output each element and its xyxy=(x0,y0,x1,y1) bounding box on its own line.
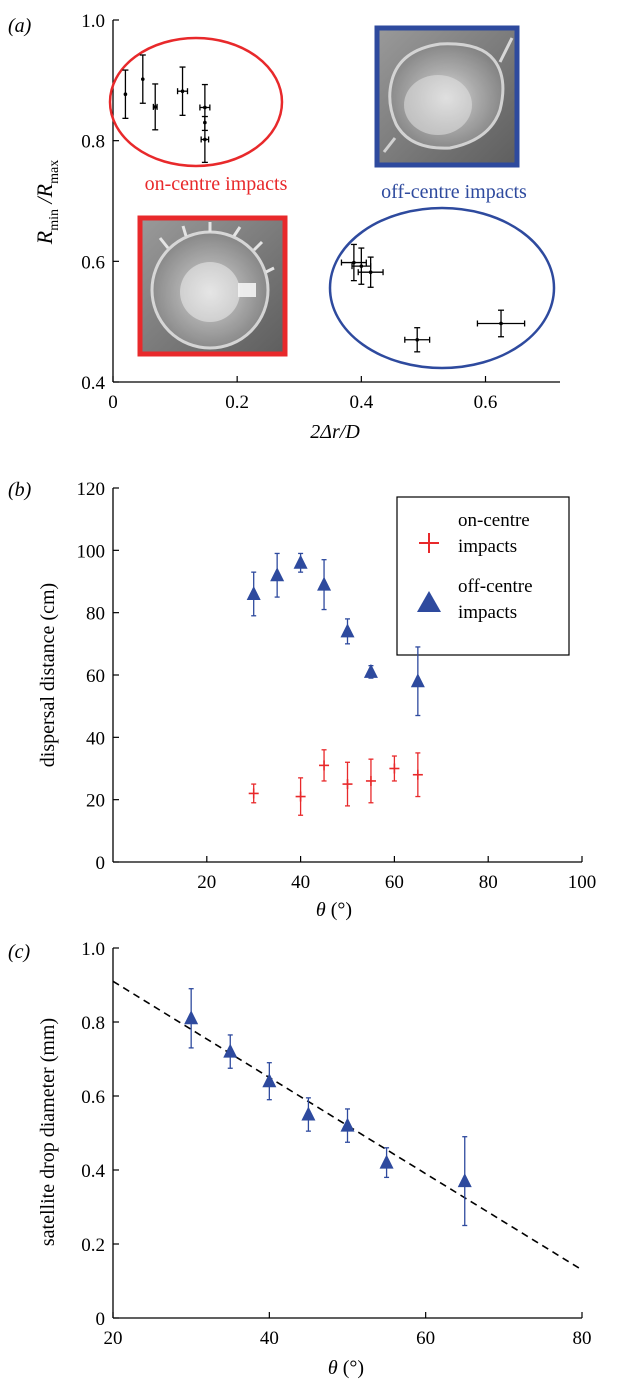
panel-b-ytick-label: 40 xyxy=(86,728,105,749)
panel-a-point xyxy=(141,77,145,81)
panel-c-label: (c) xyxy=(8,941,31,963)
panel-c-ytick-label: 0.2 xyxy=(81,1235,105,1256)
panel-a-point xyxy=(359,264,364,268)
panel-b-ytick-label: 80 xyxy=(86,604,105,625)
panel-b-legend: on-centre impacts off-centre impacts xyxy=(396,496,570,656)
panel-a-point xyxy=(415,337,420,342)
off-centre-photo xyxy=(374,25,520,168)
legend-item-on-centre-line2: impacts xyxy=(458,536,517,557)
panel-b-triangle-point xyxy=(317,576,332,591)
panel-b-triangle-point xyxy=(363,663,378,678)
panel-c-triangle-point xyxy=(379,1154,394,1169)
panel-c-ylabel: satellite drop diameter (mm) xyxy=(37,1018,59,1246)
legend-item-off-centre-line2: impacts xyxy=(458,602,517,623)
panel-a-xtick-label: 0.2 xyxy=(225,392,249,413)
panel-a-ytick-label: 0.8 xyxy=(81,132,105,153)
panel-c-ytick-label: 0 xyxy=(96,1309,106,1330)
fit-line xyxy=(112,980,583,1271)
panel-b: (b) 20 40 60 80 100 0 20 40 60 80 100 120 dispersal… xyxy=(8,479,596,921)
panel-c-ytick-label: 0.4 xyxy=(81,1161,105,1182)
panel-a-ytick-label: 0.6 xyxy=(81,252,105,273)
panel-a-xtick-label: 0.6 xyxy=(474,392,498,413)
panel-a-xlabel: 2Δr/D xyxy=(310,421,360,443)
panel-b-triangle-point xyxy=(293,554,308,569)
panel-c-triangle-point xyxy=(301,1106,316,1121)
panel-b-plus-point xyxy=(412,769,423,780)
panel-c-xtick-label: 60 xyxy=(416,1328,435,1349)
panel-b-plus-point xyxy=(342,779,353,790)
panel-a-point xyxy=(352,260,356,265)
panel-b-ytick-label: 20 xyxy=(86,791,105,812)
panel-b-triangle-point xyxy=(340,623,355,638)
panel-c-xtick-label: 20 xyxy=(104,1328,123,1349)
legend-plus-marker xyxy=(419,533,439,553)
off-centre-ellipse xyxy=(328,206,556,370)
panel-c-xtick-label: 40 xyxy=(260,1328,279,1349)
panel-a-point xyxy=(180,89,185,93)
legend-item-off-centre-line1: off-centre xyxy=(458,576,533,597)
panel-a: (a) 0 0.2 0.4 0.6 0.4 0.6 0.8 1.0 Rmin /Rmax 2Δ… xyxy=(8,11,560,443)
panel-a-point xyxy=(368,270,373,274)
panel-b-ylabel: dispersal distance (cm) xyxy=(37,583,59,767)
on-centre-annotation: on-centre impacts xyxy=(145,173,288,195)
panel-a-point xyxy=(153,105,158,109)
panel-a-xtick-label: 0 xyxy=(108,392,118,413)
panel-b-plus-point xyxy=(319,760,330,771)
panel-b-ytick-label: 0 xyxy=(96,853,106,874)
panel-b-plus-point xyxy=(295,791,306,802)
panel-c-ytick-label: 0.8 xyxy=(81,1013,105,1034)
panel-a-ytick-label: 0.4 xyxy=(81,373,105,394)
panel-b-plus-point xyxy=(365,775,376,786)
panel-c-ytick-label: 0.6 xyxy=(81,1087,105,1108)
on-centre-photo xyxy=(137,215,288,357)
panel-c-xlabel: θ (°) xyxy=(328,1357,364,1379)
panel-c-triangle-point xyxy=(457,1173,472,1188)
panel-c-ytick-label: 1.0 xyxy=(81,939,105,960)
panel-b-xlabel: θ (°) xyxy=(316,899,352,921)
panel-a-point xyxy=(203,137,207,142)
off-centre-annotation: off-centre impacts xyxy=(381,181,527,203)
panel-a-point xyxy=(499,321,503,326)
panel-a-ylabel: Rmin /Rmax xyxy=(32,160,62,245)
panel-c-triangle-point xyxy=(223,1043,238,1058)
legend-item-on-centre-line1: on-centre xyxy=(458,510,530,531)
panel-b-xtick-label: 20 xyxy=(197,872,216,893)
panel-b-xtick-label: 60 xyxy=(385,872,404,893)
panel-b-xtick-label: 40 xyxy=(291,872,310,893)
panel-c: (c) 20 40 60 80 0 0.2 0.4 0.6 0.8 1.0 satellite d… xyxy=(8,939,592,1379)
panel-a-label: (a) xyxy=(8,15,32,37)
panel-b-triangle-point xyxy=(410,673,425,688)
legend-box xyxy=(396,496,570,656)
panel-b-xtick-label: 100 xyxy=(568,872,597,893)
panel-a-point xyxy=(123,92,128,97)
panel-b-label: (b) xyxy=(8,479,32,501)
legend-triangle-marker xyxy=(417,591,441,612)
panel-b-ytick-label: 120 xyxy=(77,479,106,500)
panel-b-triangle-point xyxy=(270,567,285,582)
panel-c-triangle-point xyxy=(262,1073,277,1088)
panel-a-point xyxy=(203,105,207,110)
panel-b-ytick-label: 60 xyxy=(86,666,105,687)
panel-b-xtick-label: 80 xyxy=(479,872,498,893)
panel-b-triangle-point xyxy=(246,585,261,600)
panel-c-triangle-point xyxy=(340,1117,355,1132)
panel-c-xtick-label: 80 xyxy=(573,1328,592,1349)
panel-b-ytick-label: 100 xyxy=(77,541,106,562)
panel-a-xtick-label: 0.4 xyxy=(349,392,373,413)
on-centre-ellipse xyxy=(108,36,284,168)
panel-c-triangle-point xyxy=(184,1010,199,1025)
panel-b-plus-point xyxy=(248,788,259,799)
panel-a-ytick-label: 1.0 xyxy=(81,11,105,32)
panel-b-plus-point xyxy=(389,763,400,774)
